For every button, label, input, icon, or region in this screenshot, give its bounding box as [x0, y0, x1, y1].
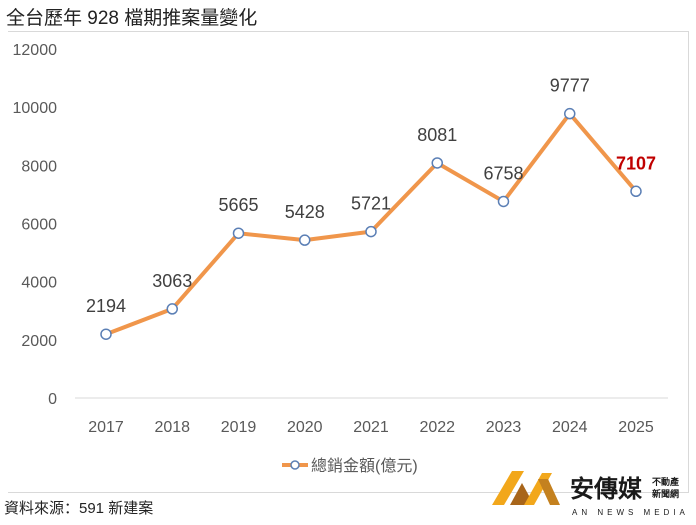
x-tick-label: 2019	[221, 419, 257, 436]
y-tick-label: 6000	[21, 217, 57, 234]
data-label: 5665	[218, 195, 258, 215]
data-point	[299, 234, 311, 246]
data-label: 5721	[351, 194, 391, 214]
data-point	[100, 328, 112, 340]
data-label: 8081	[417, 125, 457, 145]
data-label: 7107	[616, 153, 656, 173]
x-tick-label: 2018	[154, 419, 190, 436]
data-point	[232, 227, 245, 239]
series-line	[105, 111, 638, 337]
legend-marker	[290, 460, 300, 470]
y-tick-label: 8000	[21, 158, 57, 175]
x-tick-label: 2023	[486, 419, 522, 436]
x-tick-label: 2021	[353, 419, 389, 436]
data-point	[497, 195, 510, 208]
x-tick-label: 2017	[88, 419, 124, 436]
data-label: 6758	[483, 163, 523, 183]
data-label: 2194	[86, 296, 126, 316]
y-tick-label: 12000	[13, 42, 58, 59]
data-label: 9777	[550, 76, 590, 96]
legend-label: 總銷金額(億元)	[311, 457, 418, 475]
data-label: 5428	[285, 202, 325, 222]
y-tick-label: 2000	[21, 333, 57, 350]
x-tick-label: 2020	[287, 419, 323, 436]
svg-text:安傳媒: 安傳媒	[570, 475, 643, 503]
x-tick-label: 2024	[552, 419, 588, 436]
x-tick-label: 2025	[618, 419, 654, 436]
x-tick-label: 2022	[419, 419, 455, 436]
source-note: 資料來源：591 新建案	[4, 500, 154, 517]
data-point	[365, 225, 377, 238]
data-point	[630, 185, 642, 198]
y-tick-label: 0	[48, 391, 57, 408]
svg-text:不動產: 不動產	[652, 476, 679, 487]
chart-title: 全台歷年 928 檔期推案量變化	[6, 8, 258, 29]
svg-text:AN NEWS MEDIA: AN NEWS MEDIA	[572, 508, 689, 517]
data-point	[431, 157, 443, 169]
y-tick-label: 4000	[21, 275, 57, 292]
y-tick-label: 10000	[13, 100, 58, 117]
svg-text:新聞網: 新聞網	[652, 488, 679, 499]
logo: 安傳媒 不動產 新聞網 AN NEWS MEDIA	[490, 465, 690, 520]
chart-frame	[8, 31, 689, 493]
data-point	[564, 107, 576, 120]
data-label: 3063	[152, 271, 192, 291]
data-point	[166, 303, 178, 315]
